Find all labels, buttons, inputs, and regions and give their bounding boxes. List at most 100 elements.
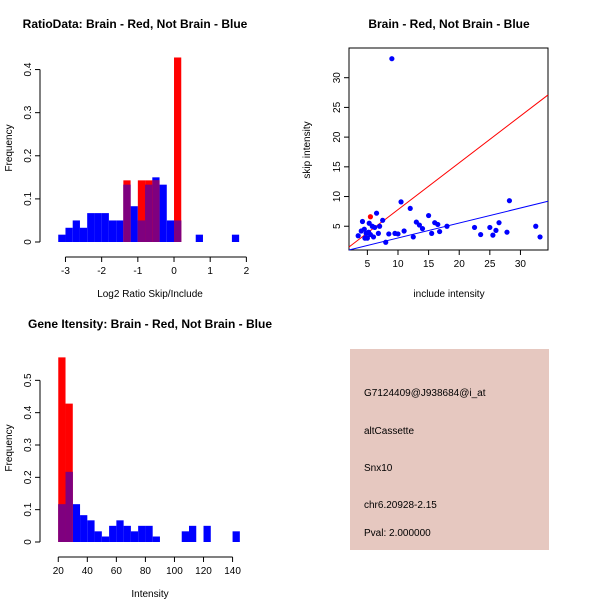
scatter-blue-point xyxy=(361,226,367,232)
ratio-histogram-overlap-bar xyxy=(123,184,131,242)
scatter-y-tick-label: 10 xyxy=(332,191,343,203)
scatter-blue-point xyxy=(386,231,392,237)
scatter-blue-point xyxy=(362,235,368,241)
probe-info-panel: G7124409@J938684@i_at altCassette Snx10 … xyxy=(350,349,549,550)
scatter-blue-point xyxy=(444,223,450,229)
scatter-xlabel: include intensity xyxy=(413,289,484,300)
gene-intensity-x-tick-label: 40 xyxy=(82,566,94,577)
ratio-histogram-blue-bar xyxy=(101,213,109,242)
ratio-histogram-blue-bar xyxy=(116,220,124,242)
probe-id-text: G7124409@J938684@i_at xyxy=(364,388,486,399)
ratio-histogram-blue-bar xyxy=(65,227,73,242)
gene-intensity-blue-bar xyxy=(101,536,110,542)
scatter-x-tick-label: 5 xyxy=(365,259,371,270)
gene-intensity-xlabel: Intensity xyxy=(131,589,168,600)
gene-intensity-x-tick-label: 140 xyxy=(224,566,241,577)
ratio-histogram-blue-bar xyxy=(108,220,117,242)
gene-intensity-blue-bar xyxy=(152,536,160,542)
ratio-histogram-x-tick-label: -2 xyxy=(97,266,106,277)
gene-intensity-blue-bar xyxy=(94,531,102,542)
gene-intensity-x-tick-label: 120 xyxy=(195,566,212,577)
ratio-histogram-y-tick-label: 0.2 xyxy=(23,148,34,162)
scatter-blue-point xyxy=(478,231,484,238)
ratio-histogram-blue-bar xyxy=(79,227,88,242)
gene-intensity-blue-bar xyxy=(80,515,88,542)
ratio-histogram-y-tick-label: 0.4 xyxy=(23,62,34,76)
scatter-blue-point xyxy=(373,210,380,216)
scatter-blue-point xyxy=(359,218,366,225)
gene-intensity-blue-bar xyxy=(72,504,81,542)
gene-intensity-x-tick-label: 60 xyxy=(111,566,123,577)
ratio-histogram-blue-bar xyxy=(166,220,175,242)
ratio-histogram-ylabel: Frequency xyxy=(4,124,15,171)
scatter-x-tick-label: 15 xyxy=(423,259,435,270)
ratio-histogram-x-tick-label: 2 xyxy=(244,266,250,277)
scatter-plot-box xyxy=(348,47,549,251)
scatter-y-tick-label: 15 xyxy=(332,161,343,173)
scatter-blue-point xyxy=(493,227,499,233)
scatter-blue-point xyxy=(435,221,441,228)
scatter-blue-point xyxy=(383,239,389,245)
ratio-histogram-y-tick-label: 0.1 xyxy=(23,192,34,206)
ratio-histogram-overlap-bar xyxy=(145,184,153,242)
scatter-blue-point xyxy=(370,234,377,240)
scatter-blue-point xyxy=(416,222,423,228)
gene-intensity-title: Gene Itensity: Brain - Red, Not Brain - … xyxy=(28,317,272,331)
info-panel-background xyxy=(350,349,549,550)
ratio-histogram-y-tick-label: 0 xyxy=(23,239,34,245)
ratio-histogram-x-tick-label: -3 xyxy=(61,266,70,277)
ratio-histogram-blue-bar xyxy=(58,234,66,242)
gene-intensity-blue-bar xyxy=(130,531,139,542)
scatter-y-tick-label: 25 xyxy=(332,101,343,113)
scatter-blue-point xyxy=(504,229,510,235)
gene-intensity-x-tick-label: 100 xyxy=(166,566,183,577)
gene-intensity-blue-bar xyxy=(203,525,211,542)
gene-intensity-blue-bar xyxy=(138,525,146,542)
ratio-histogram-overlap-bar xyxy=(137,220,146,242)
scatter-x-tick-label: 10 xyxy=(392,259,404,270)
ratio-histogram-blue-bar xyxy=(72,220,80,242)
scatter-blue-point xyxy=(419,226,426,232)
ratio-histogram: RatioData: Brain - Red, Not Brain - Blue… xyxy=(4,17,250,300)
ratio-histogram-x-tick-label: 1 xyxy=(207,266,213,277)
ratio-histogram-overlap-bar xyxy=(152,180,160,242)
scatter-blue-point xyxy=(389,56,395,62)
scatter-ylabel: skip intensity xyxy=(302,121,313,178)
scatter-blue-point xyxy=(366,220,372,226)
gene-intensity-overlap-bar xyxy=(58,504,66,542)
gene-intensity-y-tick-label: 0.4 xyxy=(23,405,34,419)
scatter-blue-point xyxy=(395,231,401,237)
scatter-blue-point xyxy=(437,228,443,235)
gene-intensity-y-tick-label: 0.3 xyxy=(23,438,34,452)
event-type-text: altCassette xyxy=(364,426,414,437)
ratio-histogram-overlap-bar xyxy=(174,220,182,242)
gene-intensity-red-bar xyxy=(58,357,66,542)
scatter-blue-point xyxy=(375,230,381,236)
gene-intensity-x-tick-label: 20 xyxy=(53,566,65,577)
ratio-histogram-blue-bar xyxy=(231,234,240,242)
scatter-y-tick-label: 20 xyxy=(332,131,343,143)
scatter-blue-point xyxy=(398,199,404,205)
gene-intensity-histogram: Gene Itensity: Brain - Red, Not Brain - … xyxy=(4,317,272,600)
ratio-histogram-blue-bar xyxy=(94,213,102,242)
ratio-histogram-blue-bar xyxy=(159,184,167,242)
scatter-title: Brain - Red, Not Brain - Blue xyxy=(368,17,530,31)
scatter-blue-point xyxy=(426,212,432,219)
ratio-histogram-x-tick-label: 0 xyxy=(171,266,177,277)
gene-intensity-y-tick-label: 0.2 xyxy=(23,470,34,484)
scatter-blue-point xyxy=(506,198,513,204)
scatter-blue-point xyxy=(471,224,478,231)
scatter-blue-point xyxy=(372,224,378,231)
scatter-red-point xyxy=(367,214,374,220)
gene-intensity-blue-bar xyxy=(87,520,95,542)
scatter-x-tick-label: 30 xyxy=(515,259,527,270)
scatter-blue-point xyxy=(410,234,416,240)
gene-intensity-blue-bar xyxy=(145,525,153,542)
ratio-histogram-blue-bar xyxy=(195,234,203,242)
ratio-histogram-blue-bar xyxy=(130,206,138,242)
scatter-blue-point xyxy=(487,224,493,231)
gene-intensity-blue-bar xyxy=(123,525,131,542)
scatter-blue-point xyxy=(533,223,539,229)
scatter-x-tick-label: 25 xyxy=(484,259,496,270)
